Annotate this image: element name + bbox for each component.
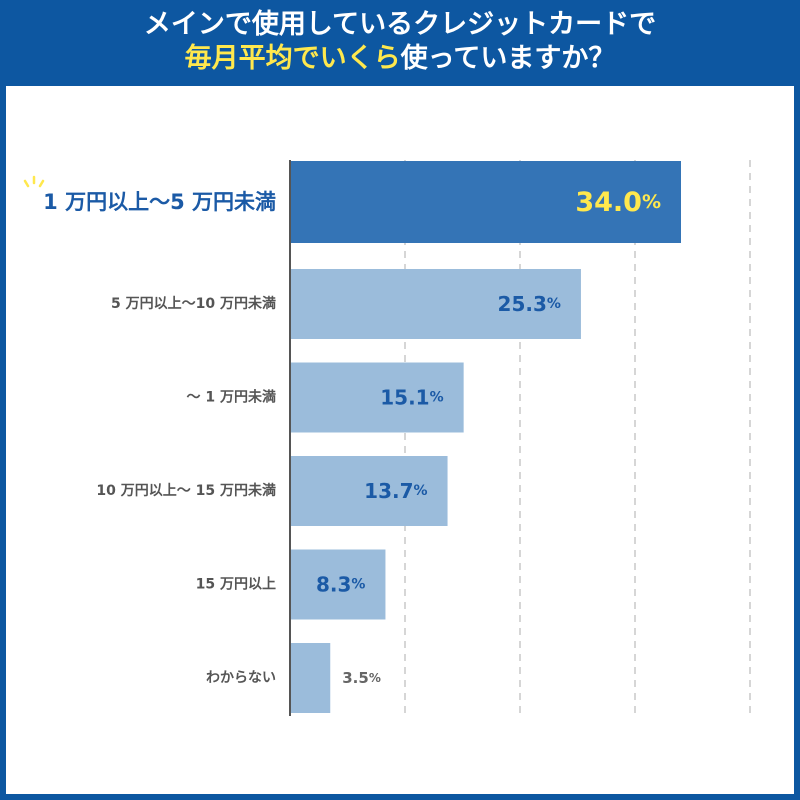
category-label: 10 万円以上〜 15 万円未満 bbox=[96, 482, 276, 499]
bar bbox=[290, 161, 681, 243]
category-label: わからない bbox=[206, 670, 276, 686]
bar bbox=[290, 643, 331, 713]
category-label: 〜 1 万円未満 bbox=[187, 389, 277, 406]
value-label: 34.0% bbox=[575, 187, 661, 218]
chart-title: メインで使用しているクレジットカードで 毎月平均でいくら使っていますか？ bbox=[0, 0, 800, 86]
value-label: 3.5% bbox=[342, 669, 381, 687]
category-label: 15 万円以上 bbox=[196, 577, 276, 593]
category-label: 1 万円以上〜5 万円未満 bbox=[43, 190, 276, 214]
bar bbox=[290, 549, 386, 620]
value-label: 25.3% bbox=[498, 292, 561, 316]
title-line-2-rest: 使っていますか？ bbox=[400, 43, 616, 74]
title-highlight: 毎月平均でいくら bbox=[184, 43, 401, 74]
accent-spark bbox=[23, 179, 30, 188]
value-label: 15.1% bbox=[380, 386, 443, 410]
accent-spark bbox=[38, 179, 45, 188]
title-line-2: 毎月平均でいくら使っていますか？ bbox=[0, 42, 800, 76]
title-line-1: メインで使用しているクレジットカードで bbox=[143, 9, 657, 40]
bar bbox=[290, 456, 448, 526]
value-label: 13.7% bbox=[364, 479, 427, 503]
category-label: 5 万円以上〜10 万円未満 bbox=[111, 295, 276, 312]
bar bbox=[290, 269, 581, 339]
value-label: 8.3% bbox=[316, 573, 365, 597]
bar bbox=[290, 362, 464, 433]
